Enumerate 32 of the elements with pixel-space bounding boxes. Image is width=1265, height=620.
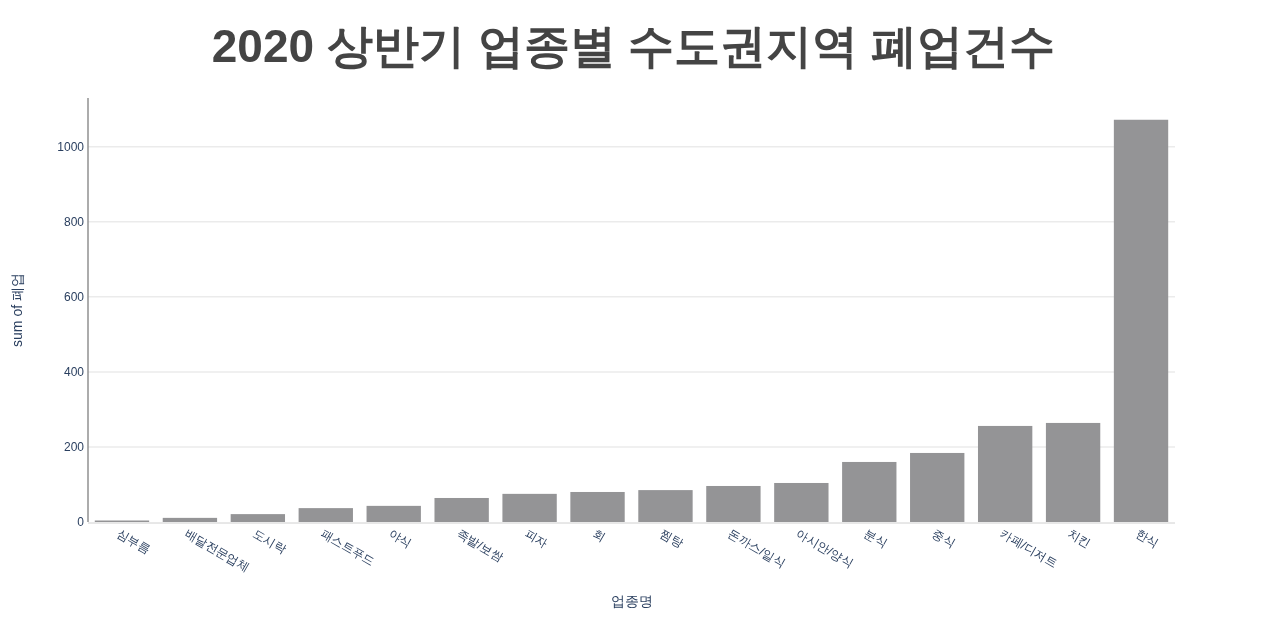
bar bbox=[298, 508, 353, 522]
bar bbox=[162, 517, 218, 522]
x-tick-label: 중식 bbox=[929, 526, 958, 551]
bar bbox=[434, 497, 489, 522]
y-axis-title: sum of 폐업 bbox=[9, 273, 25, 347]
y-tick-label: 1000 bbox=[57, 139, 85, 154]
bar bbox=[1113, 119, 1169, 522]
y-tick-label: 0 bbox=[77, 515, 85, 529]
y-tick-label: 400 bbox=[63, 364, 85, 379]
bar bbox=[1045, 422, 1101, 522]
x-tick-label: 분식 bbox=[861, 526, 890, 551]
x-tick-label: 피자 bbox=[522, 526, 550, 551]
bar bbox=[977, 425, 1033, 522]
x-axis-title: 업종명 bbox=[610, 593, 653, 609]
x-tick-label: 치킨 bbox=[1065, 526, 1094, 551]
y-tick-label: 800 bbox=[63, 214, 85, 229]
bar bbox=[774, 482, 829, 522]
bar bbox=[842, 461, 897, 522]
x-tick-label: 찜탕 bbox=[657, 526, 686, 551]
bar bbox=[910, 452, 965, 522]
y-tick-label: 200 bbox=[63, 439, 85, 454]
chart-title: 2020 상반기 업종별 수도권지역 폐업건수 bbox=[211, 20, 1056, 72]
bar bbox=[638, 490, 693, 522]
x-tick-label: 회 bbox=[590, 526, 608, 545]
y-tick-label: 600 bbox=[63, 289, 85, 304]
bar bbox=[706, 485, 761, 522]
bar bbox=[502, 493, 557, 522]
x-tick-label: 한식 bbox=[1133, 526, 1162, 551]
x-tick-label: 야식 bbox=[386, 526, 414, 551]
bar bbox=[366, 505, 421, 522]
bar bbox=[570, 491, 625, 522]
bar bbox=[230, 514, 286, 522]
